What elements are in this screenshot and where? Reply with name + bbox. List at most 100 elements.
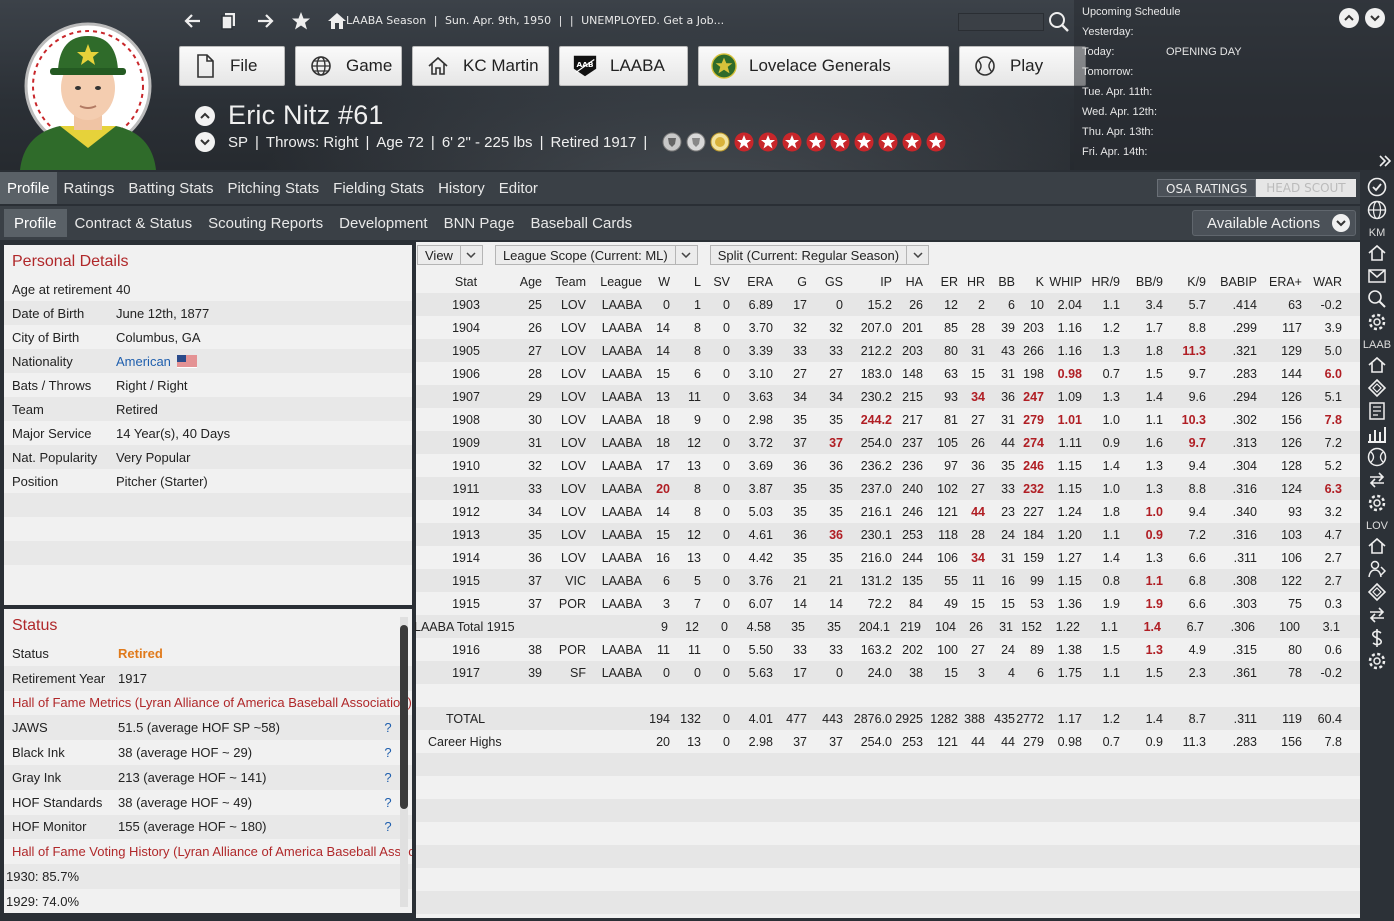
allstar-star-icon[interactable] xyxy=(854,132,874,152)
news-icon[interactable] xyxy=(1366,400,1388,422)
stats-row[interactable]: 1915 37 VIC LAABA 6 5 0 3.76 21 21 131.2 135 55 11 16 9… xyxy=(416,569,1360,592)
star-icon[interactable] xyxy=(288,8,314,34)
column-header[interactable]: HR/9 xyxy=(1091,274,1120,289)
stats-row[interactable]: 1909 31 LOV LAABA 18 12 0 3.72 37 37 254.0 237 105 26… xyxy=(416,431,1360,454)
stats-row[interactable]: 1912 34 LOV LAABA 14 8 0 5.03 35 35 216.1 246 121 44 2… xyxy=(416,500,1360,523)
head-scout-button[interactable]: HEAD SCOUT xyxy=(1256,179,1356,197)
back-arrow-icon[interactable] xyxy=(180,8,206,34)
expand-chevron-icon[interactable] xyxy=(1378,154,1392,168)
play-menu-button[interactable]: Play xyxy=(959,46,1086,86)
stats-row[interactable]: 1917 39 SF LAABA 0 0 0 5.63 17 0 24.0 38 15 3 4 6 1.75 1.… xyxy=(416,661,1360,684)
allstar-star-icon[interactable] xyxy=(878,132,898,152)
column-header[interactable]: WAR xyxy=(1313,274,1342,289)
allstar-star-icon[interactable] xyxy=(758,132,778,152)
stats-row[interactable]: 1903 25 LOV LAABA 0 1 0 6.89 17 0 15.2 26 12 2 6 10 2.04… xyxy=(416,293,1360,316)
schedule-down-button[interactable] xyxy=(1365,8,1385,28)
allstar-star-icon[interactable] xyxy=(830,132,850,152)
gear-icon[interactable] xyxy=(1366,650,1388,672)
checkmark-icon[interactable] xyxy=(1366,176,1388,198)
previous-player-button[interactable] xyxy=(195,106,215,126)
allstar-star-icon[interactable] xyxy=(734,132,754,152)
subtab-baseball-cards[interactable]: Baseball Cards xyxy=(530,214,633,232)
help-link[interactable]: ? xyxy=(384,819,392,835)
league-menu-button[interactable]: AAB LAABA xyxy=(559,46,688,86)
home-icon[interactable] xyxy=(1366,242,1388,264)
dollar-icon[interactable] xyxy=(1366,627,1388,649)
gear-icon[interactable] xyxy=(1366,311,1388,333)
column-header[interactable]: Age xyxy=(519,274,542,289)
column-header[interactable]: League xyxy=(600,274,642,289)
baseball-icon[interactable] xyxy=(1366,446,1388,468)
award-badge-icon[interactable] xyxy=(662,132,682,152)
tab-history[interactable]: History xyxy=(438,179,485,197)
file-menu-button[interactable]: File xyxy=(179,46,285,86)
scrollbar-thumb[interactable] xyxy=(400,625,408,809)
award-badge-icon[interactable] xyxy=(686,132,706,152)
stats-row[interactable]: 1914 36 LOV LAABA 16 13 0 4.42 35 35 216.0 244 106 34… xyxy=(416,546,1360,569)
subtab-scouting-reports[interactable]: Scouting Reports xyxy=(208,214,324,232)
osa-ratings-button[interactable]: OSA RATINGS xyxy=(1157,179,1257,197)
stats-row[interactable] xyxy=(416,684,1360,707)
transactions-icon[interactable] xyxy=(1366,604,1388,626)
subtab-development[interactable]: Development xyxy=(339,214,428,232)
copy-icon[interactable] xyxy=(216,8,242,34)
stats-row[interactable]: Career Highs 20 13 0 2.98 37 37 254.0 253 121 44 44… xyxy=(416,730,1360,753)
help-link[interactable]: ? xyxy=(384,745,392,761)
stats-row[interactable]: 1916 38 POR LAABA 11 11 0 5.50 33 33 163.2 202 100 27… xyxy=(416,638,1360,661)
allstar-star-icon[interactable] xyxy=(806,132,826,152)
help-link[interactable]: ? xyxy=(384,794,392,810)
column-header[interactable]: ER xyxy=(940,274,958,289)
home-icon[interactable] xyxy=(1366,354,1388,376)
search-input[interactable] xyxy=(958,13,1044,31)
column-header[interactable]: ERA xyxy=(747,274,773,289)
roster-icon[interactable] xyxy=(1366,558,1388,580)
schedule-row[interactable]: Tomorrow: xyxy=(1082,66,1386,86)
subtab-contract-status[interactable]: Contract & Status xyxy=(74,214,193,232)
stats-row[interactable]: 1904 26 LOV LAABA 14 8 0 3.70 32 32 207.0 201 85 28 39… xyxy=(416,316,1360,339)
tab-batting-stats[interactable]: Batting Stats xyxy=(128,179,214,197)
schedule-row[interactable]: Today: OPENING DAY xyxy=(1082,46,1386,66)
tab-profile[interactable]: Profile xyxy=(0,172,57,204)
next-player-button[interactable] xyxy=(195,132,215,152)
schedule-row[interactable]: Fri. Apr. 14th: xyxy=(1082,146,1386,166)
column-header[interactable]: SV xyxy=(713,274,730,289)
column-header[interactable]: BABIP xyxy=(1220,274,1257,289)
column-header[interactable]: BB xyxy=(998,274,1015,289)
column-header[interactable]: L xyxy=(694,274,701,289)
column-header[interactable]: Team xyxy=(555,274,586,289)
league-scope-dropdown[interactable]: League Scope (Current: ML) xyxy=(494,245,698,265)
tab-editor[interactable]: Editor xyxy=(498,179,538,197)
gold-award-badge-icon[interactable] xyxy=(710,132,730,152)
allstar-star-icon[interactable] xyxy=(782,132,802,152)
schedule-row[interactable]: Yesterday: xyxy=(1082,26,1386,46)
stats-row[interactable]: 1915 37 POR LAABA 3 7 0 6.07 14 14 72.2 84 49 15 15 53 1… xyxy=(416,592,1360,615)
tab-ratings[interactable]: Ratings xyxy=(63,179,115,197)
stats-row[interactable]: LAABA Total 1915 9 12 0 4.58 35 35 204.1 219 104 2… xyxy=(414,615,1360,638)
globe-icon[interactable] xyxy=(1366,199,1388,221)
team-menu-button[interactable]: Lovelace Generals xyxy=(698,46,949,86)
nationality-link[interactable]: American xyxy=(116,353,171,369)
column-header[interactable]: ERA+ xyxy=(1268,274,1302,289)
subtab-bnn-page[interactable]: BNN Page xyxy=(443,214,515,232)
allstar-star-icon[interactable] xyxy=(926,132,946,152)
schedule-row[interactable]: Thu. Apr. 13th: xyxy=(1082,126,1386,146)
home-icon[interactable] xyxy=(1366,535,1388,557)
stats-row[interactable]: 1905 27 LOV LAABA 14 8 0 3.39 33 33 212.2 203 80 31 43… xyxy=(416,339,1360,362)
stats-row[interactable]: 1911 33 LOV LAABA 20 8 0 3.87 35 35 237.0 240 102 27 3… xyxy=(416,477,1360,500)
gear-icon[interactable] xyxy=(1366,492,1388,514)
subtab-profile[interactable]: Profile xyxy=(4,209,67,237)
allstar-star-icon[interactable] xyxy=(902,132,922,152)
column-header[interactable]: W xyxy=(658,274,670,289)
transactions-icon[interactable] xyxy=(1366,469,1388,491)
schedule-up-button[interactable] xyxy=(1339,8,1359,28)
manager-menu-button[interactable]: KC Martin xyxy=(412,46,549,86)
help-link[interactable]: ? xyxy=(384,720,392,736)
column-header[interactable]: K/9 xyxy=(1187,274,1206,289)
stats-row[interactable]: 1913 35 LOV LAABA 15 12 0 4.61 36 36 230.1 253 118 28… xyxy=(416,523,1360,546)
split-dropdown[interactable]: Split (Current: Regular Season) xyxy=(709,245,930,265)
column-header[interactable]: BB/9 xyxy=(1135,274,1163,289)
column-header[interactable]: K xyxy=(1035,274,1044,289)
column-header[interactable]: WHIP xyxy=(1049,274,1082,289)
column-header[interactable]: G xyxy=(797,274,807,289)
column-header[interactable]: HA xyxy=(905,274,923,289)
